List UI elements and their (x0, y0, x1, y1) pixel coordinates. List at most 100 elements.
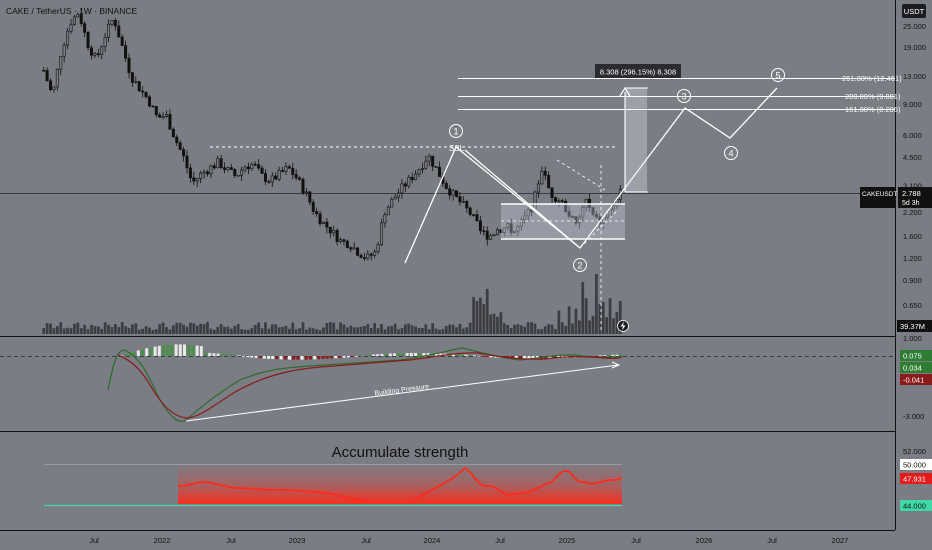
volume-bar (223, 326, 226, 334)
volume-bar (206, 322, 209, 334)
volume-bar (219, 324, 223, 334)
candle-body (557, 200, 561, 202)
volume-bar (356, 327, 359, 334)
macd-histogram-bar (531, 356, 535, 359)
candle-body (560, 200, 564, 202)
volume-bar (581, 282, 585, 334)
macd-histogram-bar (409, 352, 413, 356)
volume-bar (598, 303, 602, 334)
macd-histogram-bar (237, 355, 241, 356)
volume-bar (557, 310, 561, 334)
macd-histogram-bar (351, 356, 354, 357)
price-axis[interactable]: USDT 25.000 19.000 13.000 9.000 6.000 4.500 3.… (860, 4, 932, 332)
volume-bar (386, 326, 390, 334)
volume-bar (117, 327, 121, 334)
candle-body (223, 167, 227, 170)
macd-histogram-bar (246, 356, 249, 358)
volume-bar (192, 323, 196, 334)
candle-body (393, 196, 397, 200)
volume-bar (513, 324, 516, 334)
wave-label-1: 1 (449, 124, 463, 138)
macd-histogram-bar (136, 350, 140, 356)
candle-body (574, 216, 578, 224)
candle-body (567, 211, 571, 217)
candle-body (369, 253, 373, 256)
macd-histogram-bar (292, 356, 296, 360)
volume-badge-text: 39.37M (900, 322, 925, 331)
candle-body (62, 44, 66, 57)
candle-body (495, 229, 499, 236)
volume-bar (335, 329, 339, 334)
macd-histogram-bar (267, 356, 270, 359)
candle-body (52, 86, 56, 90)
macd-histogram-bar (128, 352, 132, 356)
volume-bar (444, 326, 448, 334)
macd-histogram-bar (489, 356, 493, 358)
price-tick-label: 3.100 (903, 182, 922, 191)
volume-bar (137, 329, 141, 334)
candle-body (359, 255, 363, 258)
candle-body (284, 166, 288, 172)
macd-histogram-bar (170, 344, 174, 356)
macd-histogram-bar (426, 353, 430, 356)
volume-bar (267, 328, 271, 334)
volume-bar (455, 327, 458, 334)
candle-body (468, 207, 472, 215)
unit-badge (902, 4, 926, 18)
macd-histogram-bar (460, 354, 464, 356)
volume-bar (448, 324, 452, 334)
volume-bar (83, 324, 87, 334)
volume-bar (264, 322, 267, 334)
candle-body (328, 226, 332, 234)
candle-body (366, 253, 370, 259)
candle-body (513, 230, 517, 233)
volume-bar (66, 327, 69, 334)
candle-body (386, 206, 390, 216)
candle-body (356, 247, 360, 256)
candle-body (581, 206, 585, 218)
candle-body (205, 171, 209, 175)
time-tick-label: Jul (361, 536, 371, 545)
candle-body (403, 183, 407, 187)
time-axis[interactable]: Jul 2022 Jul 2023 Jul 2024 Jul 2025 Jul 2026 Jul 20… (89, 536, 848, 545)
volume-bar (339, 322, 342, 334)
macd-histogram-bar (481, 356, 485, 357)
volume-bar (55, 326, 59, 334)
volume-bar (151, 329, 155, 334)
candle-body (165, 114, 169, 117)
candle-body (379, 222, 383, 246)
candle-body (113, 20, 117, 27)
candle-body (509, 223, 513, 233)
macd-histogram-bar (166, 344, 170, 356)
macd-histogram-bar (376, 354, 380, 356)
volume-bar (400, 328, 404, 334)
macd-histogram-bar (225, 354, 228, 356)
macd-histogram-bar (485, 356, 489, 358)
volume-bar (277, 327, 281, 334)
macd-histogram-bar (216, 353, 220, 356)
rsi-value-2: 47.931 (903, 475, 926, 484)
volume-bar (376, 328, 380, 334)
volume-bar (134, 323, 138, 334)
volume-bar (257, 322, 261, 334)
volume-bar (284, 325, 288, 334)
volume-bar (407, 323, 411, 334)
macd-histogram-bar (271, 356, 275, 359)
macd-histogram-bar (325, 356, 329, 359)
candle-body (219, 158, 223, 168)
volume-bar (533, 323, 537, 334)
candle-body (482, 230, 486, 233)
volume-bar (369, 327, 373, 334)
candle-body (458, 196, 462, 203)
candle-body (120, 36, 124, 46)
volume-bar (226, 326, 230, 334)
lightning-icon[interactable] (617, 320, 629, 332)
volume-bar (414, 326, 417, 334)
volume-bar (247, 329, 250, 334)
macd-histogram-bar (355, 356, 359, 357)
candle-body (103, 37, 107, 48)
volume-bar (202, 324, 206, 334)
candle-body (141, 90, 145, 93)
volume-bar (366, 324, 370, 334)
candle-body (270, 175, 274, 183)
